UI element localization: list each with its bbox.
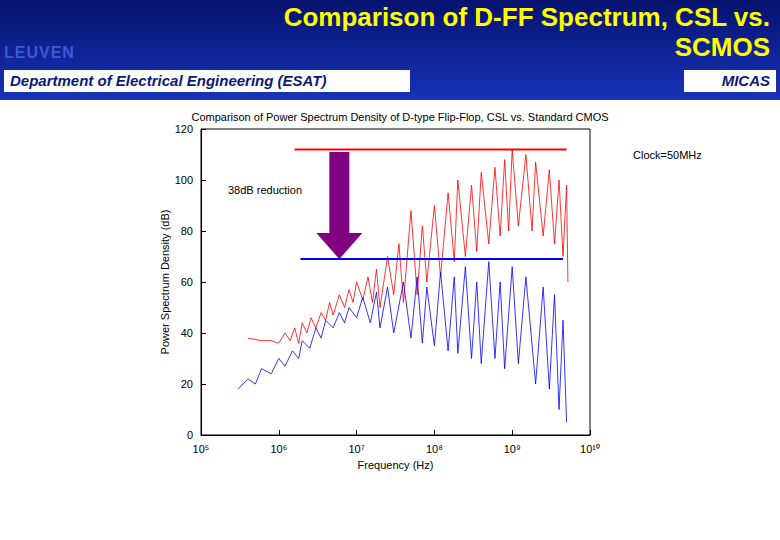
svg-text:20: 20 xyxy=(181,378,193,390)
svg-text:10⁶: 10⁶ xyxy=(270,443,287,455)
svg-text:10⁸: 10⁸ xyxy=(426,443,443,455)
svg-text:10⁹: 10⁹ xyxy=(504,443,521,455)
svg-text:Clock=50MHz: Clock=50MHz xyxy=(633,149,702,161)
html-text:SCMOS: SCMOS xyxy=(674,32,770,62)
svg-text:120: 120 xyxy=(175,123,193,135)
svg-text:10⁵: 10⁵ xyxy=(193,443,210,455)
svg-text:80: 80 xyxy=(181,225,193,237)
svg-text:0: 0 xyxy=(187,429,193,441)
svg-text:Power Spectrum Density (dB): Power Spectrum Density (dB) xyxy=(159,210,171,355)
html-text:Comparison of D-FF Spectrum, C: Comparison of D-FF Spectrum, CSL vs. xyxy=(283,2,770,32)
svg-text:38dB reduction: 38dB reduction xyxy=(228,184,302,196)
html-text:LEUVEN: LEUVEN xyxy=(4,44,75,61)
svg-text:10¹⁰: 10¹⁰ xyxy=(580,443,600,455)
svg-text:Comparison of Power Spectrum D: Comparison of Power Spectrum Density of … xyxy=(191,111,608,123)
svg-text:Frequency (Hz): Frequency (Hz) xyxy=(358,459,434,471)
svg-text:10⁷: 10⁷ xyxy=(348,443,364,455)
html-text:MICAS: MICAS xyxy=(721,72,770,89)
html-text:Department of Electrical Engin: Department of Electrical Engineering (ES… xyxy=(10,72,327,89)
svg-text:60: 60 xyxy=(181,276,193,288)
svg-text:100: 100 xyxy=(175,174,193,186)
svg-text:40: 40 xyxy=(181,327,193,339)
